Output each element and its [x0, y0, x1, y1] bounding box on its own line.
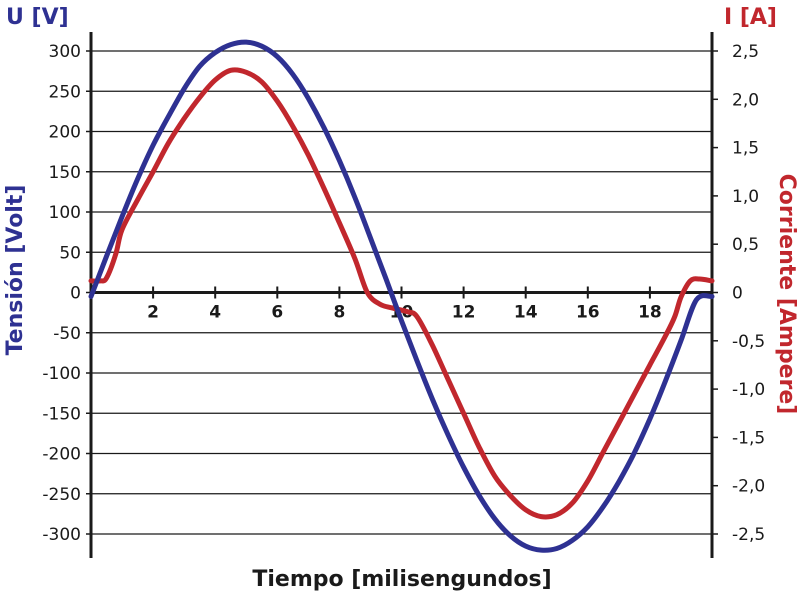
right-tick-label: 2,0: [732, 90, 759, 110]
tick-labels: 300 250 200 150 100 50 0 -50 -100 -150 -200 -250 -30…: [42, 42, 765, 545]
right-tick-label: -2,0: [732, 477, 765, 497]
left-tick-label: 300: [49, 42, 81, 62]
left-tick-label: 250: [49, 82, 81, 102]
series-lines: [88, 39, 715, 553]
right-tick-label: 2,5: [732, 42, 759, 62]
x-tick-label: 18: [638, 303, 662, 323]
grid: [91, 50, 712, 535]
current-line: [88, 67, 715, 520]
x-tick-label: 2: [147, 303, 159, 323]
left-tick-label: -100: [42, 364, 81, 384]
voltage-line: [88, 39, 715, 553]
x-tick-label: 16: [576, 303, 600, 323]
x-tick-label: 14: [514, 303, 538, 323]
left-tick-label: 50: [59, 243, 81, 263]
left-tick-label: 0: [70, 284, 81, 304]
left-tick-label: -200: [42, 445, 81, 465]
left-unit-label: U [V]: [6, 5, 69, 30]
left-tick-label: -150: [42, 404, 81, 424]
left-tick-label: -300: [42, 525, 81, 545]
left-tick-label: 100: [49, 203, 81, 223]
right-unit-label: I [A]: [724, 5, 777, 30]
right-tick-label: -1,5: [732, 428, 765, 448]
right-tick-label: 1,5: [732, 139, 759, 159]
right-tick-label: 1,0: [732, 187, 759, 207]
right-tick-label: 0: [732, 284, 743, 304]
left-tick-label: 150: [49, 163, 81, 183]
x-tick-label: 8: [333, 303, 345, 323]
right-tick-label: -2,5: [732, 525, 765, 545]
x-axis-label: Tiempo [milisengundos]: [252, 567, 551, 592]
left-axis-title: Tensión [Volt]: [3, 185, 28, 356]
left-tick-label: -250: [42, 485, 81, 505]
left-tick-label: -50: [53, 324, 81, 344]
x-tick-label: 4: [209, 303, 221, 323]
right-tick-label: -0,5: [732, 332, 765, 352]
x-tick-label: 12: [452, 303, 476, 323]
right-tick-label: -1,0: [732, 380, 765, 400]
right-tick-label: 0,5: [732, 235, 759, 255]
left-tick-label: 200: [49, 123, 81, 143]
x-tick-label: 6: [271, 303, 283, 323]
right-axis-title: Corriente [Ampere]: [774, 174, 799, 415]
